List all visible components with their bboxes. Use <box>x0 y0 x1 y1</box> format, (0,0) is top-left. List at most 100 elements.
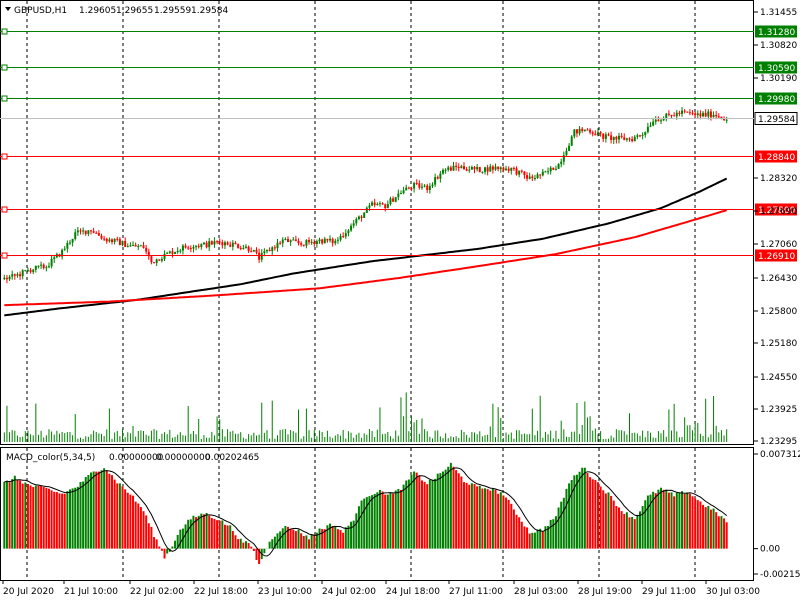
candle-body <box>255 249 258 253</box>
candle-body <box>426 185 429 191</box>
candle-body <box>355 219 358 224</box>
ohlc-close: 1.29584 <box>191 6 228 16</box>
dropdown-triangle-icon[interactable] <box>5 7 11 11</box>
candle-body <box>139 245 142 247</box>
candle-body <box>681 110 684 114</box>
level-anchor-icon[interactable] <box>1 153 8 160</box>
ohlc-low: 1.29559 <box>154 6 191 16</box>
candle-body <box>111 239 114 242</box>
candle-body <box>92 231 95 233</box>
candle-body <box>321 239 324 244</box>
candle-body <box>305 239 308 246</box>
candle-body <box>531 176 534 179</box>
candle-body <box>155 259 158 264</box>
candle-body <box>615 136 618 140</box>
candle-body <box>8 276 11 280</box>
candle-body <box>116 238 119 240</box>
price-tick-label: 1.27690 <box>760 207 797 217</box>
level-anchor-icon[interactable] <box>1 206 8 213</box>
candle-body <box>352 223 355 226</box>
candle-body <box>11 274 14 277</box>
candle-body <box>725 119 728 121</box>
price-tick-label: 1.30190 <box>760 74 797 84</box>
candle-body <box>205 242 208 248</box>
moving-average-line <box>4 177 728 317</box>
level-price-label: 1.29980 <box>758 95 795 105</box>
level-anchor-icon[interactable] <box>1 28 8 35</box>
candle-body <box>528 176 531 179</box>
candle-body <box>499 167 502 170</box>
candle-body <box>660 120 663 122</box>
level-anchor-icon[interactable] <box>1 95 8 102</box>
macd-signal-line <box>4 467 728 557</box>
candle-body <box>392 198 395 202</box>
macd-value-2: 0.00000000 <box>156 453 211 463</box>
macd-panel-frame <box>0 447 754 581</box>
candle-body <box>431 184 434 187</box>
level-price-label: 1.31280 <box>758 28 795 38</box>
candle-body <box>76 230 79 233</box>
price-axis: 1.31455 1.30820 1.30190 1.28320 1.27690 1.270… <box>754 8 797 447</box>
candle-body <box>223 242 226 246</box>
candle-body <box>586 129 589 131</box>
time-tick-label: 22 Jul 18:00 <box>194 587 248 597</box>
candle-body <box>457 166 460 169</box>
candle-body <box>652 121 655 126</box>
time-tick-label: 29 Jul 11:00 <box>642 587 696 597</box>
symbol-timeframe-label: GBPUSD,H1 <box>14 6 67 16</box>
candle-body <box>405 187 408 191</box>
candle-body <box>434 177 437 185</box>
candle-body <box>166 252 169 254</box>
level-anchor-icon[interactable] <box>1 252 8 259</box>
candle-body <box>420 186 423 188</box>
candle-body <box>50 259 53 267</box>
candle-body <box>24 270 27 272</box>
candle-body <box>208 241 211 248</box>
candle-body <box>484 167 487 172</box>
candle-body <box>612 136 615 140</box>
candle-body <box>329 238 332 241</box>
candle-body <box>407 187 410 189</box>
candle-body <box>644 132 647 135</box>
candle-body <box>250 250 253 252</box>
moving-average-line <box>4 209 727 307</box>
level-anchor-icon[interactable] <box>1 64 8 71</box>
candle-body <box>308 239 311 243</box>
candle-body <box>678 112 681 114</box>
candle-body <box>184 245 187 248</box>
candle-body <box>216 241 219 243</box>
candle-body <box>271 247 274 252</box>
candle-body <box>599 132 602 134</box>
candle-body <box>413 182 416 189</box>
time-tick-label: 30 Jul 03:00 <box>706 587 760 597</box>
candle-body <box>292 239 295 241</box>
candle-body <box>673 115 676 117</box>
candle-body <box>103 238 106 240</box>
candle-body <box>623 137 626 140</box>
candle-body <box>145 247 148 252</box>
candle-body <box>40 264 43 266</box>
candle-body <box>649 125 652 127</box>
candle-body <box>441 169 444 174</box>
candle-body <box>252 249 255 252</box>
candle-body <box>26 270 29 272</box>
candle-body <box>287 238 290 242</box>
candle-body <box>481 171 484 173</box>
candle-body <box>699 113 702 117</box>
level-price-tag <box>755 203 797 216</box>
level-price-tag <box>755 61 797 74</box>
candle-body <box>100 235 103 239</box>
candle-body <box>363 212 366 218</box>
candle-body <box>415 182 418 184</box>
macd-tick-label: 0.00 <box>760 545 780 555</box>
candle-body <box>470 166 473 170</box>
time-tick-label: 28 Jul 03:00 <box>514 587 568 597</box>
candle-body <box>242 247 245 249</box>
candle-body <box>549 167 552 172</box>
candle-body <box>489 166 492 172</box>
candle-body <box>339 236 342 240</box>
price-tick-label: 1.24550 <box>760 373 797 383</box>
candle-body <box>518 170 521 175</box>
candle-body <box>447 167 450 170</box>
candle-body <box>218 241 221 243</box>
